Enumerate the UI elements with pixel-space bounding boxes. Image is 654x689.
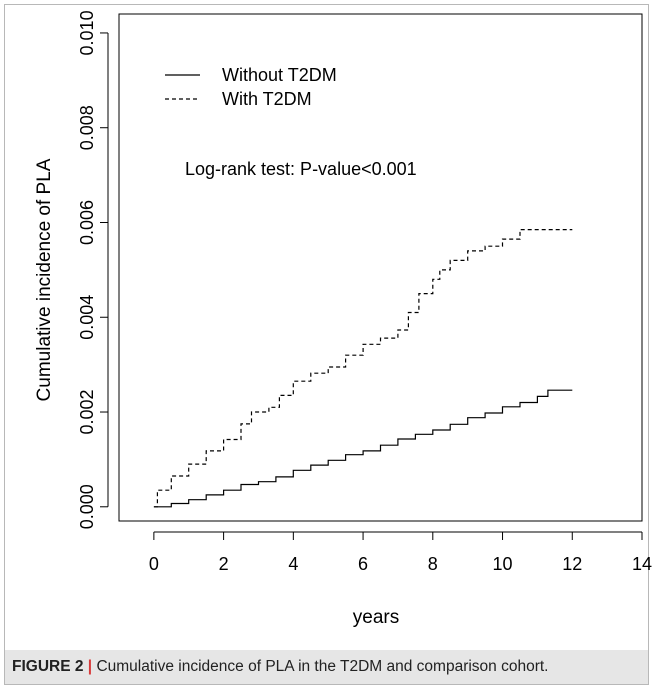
y-tick-label: 0.000	[77, 484, 97, 529]
y-axis-title: Cumulative incidence of PLA	[34, 158, 55, 401]
y-tick-label: 0.004	[77, 295, 97, 340]
caption-text: Cumulative incidence of PLA in the T2DM …	[96, 658, 549, 675]
figure-caption: FIGURE 2 | Cumulative incidence of PLA i…	[5, 650, 648, 684]
series-layer	[153, 229, 573, 508]
x-tick-label: 0	[149, 554, 159, 574]
log-rank-annotation: Log-rank test: P-value<0.001	[185, 159, 417, 179]
x-tick-label: 8	[428, 554, 438, 574]
y-tick-label: 0.006	[77, 200, 97, 245]
x-axis-title: years	[353, 607, 399, 628]
figure-frame	[4, 4, 649, 685]
y-tick-label: 0.008	[77, 105, 97, 150]
plot-box	[118, 13, 643, 522]
x-tick-label: 12	[562, 554, 582, 574]
series-line-with-t2dm	[153, 229, 573, 508]
legend-label-with-t2dm: With T2DM	[222, 89, 312, 109]
x-tick-label: 14	[632, 554, 652, 574]
caption-label: FIGURE 2	[12, 658, 84, 675]
legend: Without T2DM With T2DM	[165, 65, 337, 109]
x-axis: 0 2 4 6 8 10 12 14	[149, 531, 652, 574]
x-tick-label: 6	[358, 554, 368, 574]
y-tick-label: 0.010	[77, 10, 97, 55]
x-tick-label: 4	[288, 554, 298, 574]
series-line-without-t2dm	[153, 389, 573, 508]
y-tick-label: 0.002	[77, 389, 97, 434]
y-axis: 0.000 0.002 0.004 0.006 0.008 0.010	[77, 10, 109, 529]
x-tick-label: 2	[219, 554, 229, 574]
x-tick-label: 10	[493, 554, 513, 574]
kaplan-meier-chart: 0 2 4 6 8 10 12 14 0.0000.0020.0040.0060.0080.0…	[34, 10, 652, 628]
legend-label-without-t2dm: Without T2DM	[222, 65, 337, 85]
caption-separator: |	[87, 658, 93, 675]
